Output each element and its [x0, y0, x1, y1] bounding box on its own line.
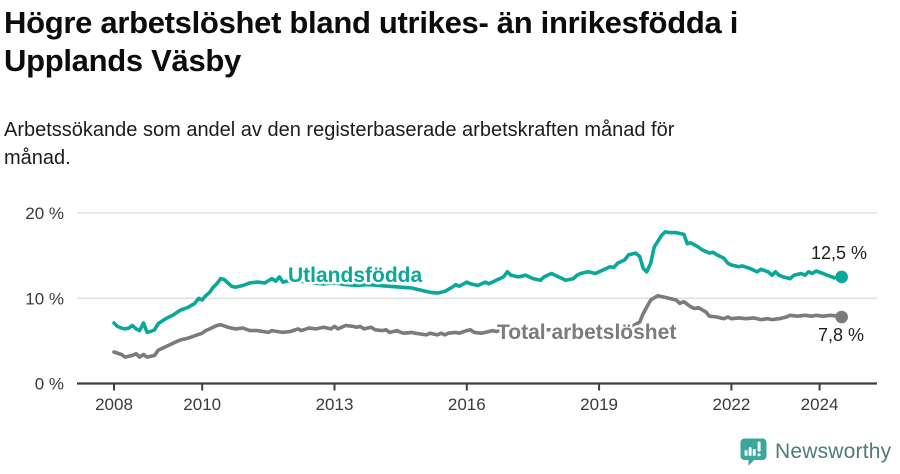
series-line-0 — [112, 230, 844, 335]
chart-subtitle: Arbetssökande som andel av den registerb… — [4, 116, 844, 172]
end-value-label-total: 7,8 % — [818, 325, 864, 345]
y-tick-label-10: 10 % — [25, 289, 64, 308]
end-value-label-utlandsfodda: 12,5 % — [811, 243, 867, 263]
brand-name: Newsworthy — [775, 440, 892, 463]
series-label-total-arbetsloshet: Total arbetslöshet — [497, 321, 676, 344]
series-end-dot-0 — [835, 270, 848, 284]
newsworthy-icon — [740, 438, 767, 466]
title-line-2: Upplands Väsby — [4, 43, 241, 78]
x-axis — [77, 382, 877, 391]
axis-tick-labels: 2008 2010 2013 2016 2019 2022 2024 0 % 10 % 20 % — [25, 204, 838, 414]
series-line-1 — [112, 293, 844, 359]
y-tick-label-20: 20 % — [25, 204, 64, 223]
series-end-dot-1 — [835, 310, 848, 324]
x-tick-label-2016: 2016 — [448, 395, 486, 414]
page-title: Högre arbetslöshet bland utrikes- än inr… — [4, 4, 874, 80]
brand-logo: Newsworthy — [740, 438, 891, 466]
x-tick-label-2010: 2010 — [183, 395, 221, 414]
series-label-utlandsfodda: Utlandsfödda — [288, 264, 422, 287]
x-tick-label-2008: 2008 — [95, 395, 133, 414]
subtitle-line-1: Arbetssökande som andel av den registerb… — [4, 119, 675, 141]
x-tick-label-2013: 2013 — [316, 395, 354, 414]
title-line-1: Högre arbetslöshet bland utrikes- än inr… — [4, 5, 739, 40]
x-tick-label-2022: 2022 — [712, 395, 750, 414]
y-tick-label-0: 0 % — [35, 375, 64, 394]
gridlines — [77, 212, 877, 299]
subtitle-line-2: månad. — [4, 147, 71, 169]
x-tick-label-2019: 2019 — [580, 395, 618, 414]
x-tick-label-2024: 2024 — [801, 395, 839, 414]
data-series — [112, 230, 848, 359]
